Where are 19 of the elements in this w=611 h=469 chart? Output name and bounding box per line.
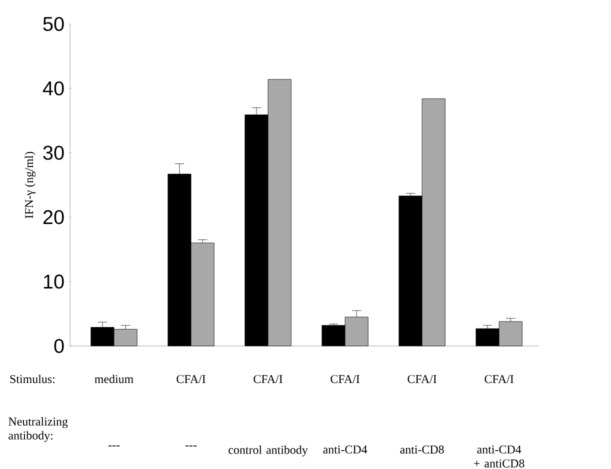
x-tick-label: CFA/I (330, 375, 360, 384)
x-tick-label: CFA/I (408, 375, 436, 384)
y-tick-label: 30 (43, 146, 64, 160)
y-tick-label: 40 (42, 81, 64, 96)
text: anti-CD8 (400, 446, 444, 454)
y-tick-label: 10 (44, 274, 64, 289)
x-tick-label: CFA/I (176, 375, 206, 384)
x-tick-label: medium (94, 374, 134, 384)
text: Stimulus: (10, 374, 54, 384)
x-tick-label: CFA/I (484, 375, 514, 384)
text: anti-CD4 (323, 446, 368, 454)
text: control antibody (228, 446, 308, 456)
y-tick-label: 0 (54, 338, 64, 354)
y-axis-title: IFN-γ (ng/ml) (24, 152, 36, 218)
y-tick-label: 20 (43, 210, 64, 224)
y-tick-label: 50 (43, 16, 64, 32)
text: Neutralizing antibody: (8, 417, 68, 442)
text: anti-CD4 + antiCD8 (474, 446, 524, 468)
x-tick-label: CFA/I (254, 375, 282, 384)
